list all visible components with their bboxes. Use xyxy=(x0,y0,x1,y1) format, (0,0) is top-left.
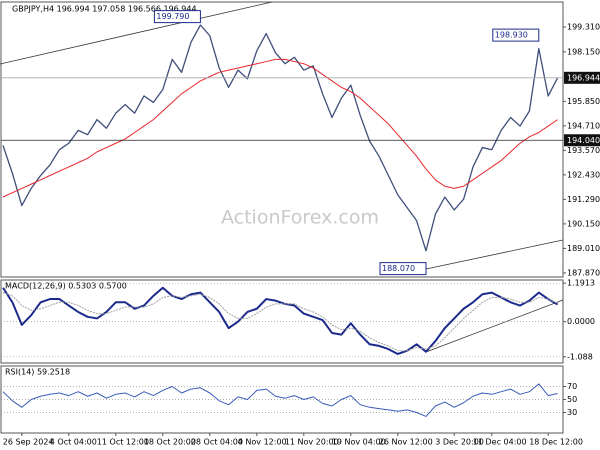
x-tick-label: 18 Dec 12:00 xyxy=(529,438,583,447)
macd-trendline xyxy=(425,299,564,353)
last-label: 196.944 xyxy=(567,73,600,82)
channel-upper xyxy=(0,1,273,65)
series-line xyxy=(2,58,558,198)
x-tick-label: 28 Oct 04:00 xyxy=(191,438,243,447)
y-tick-label: 194.710 xyxy=(567,121,600,130)
y-tick-label: 191.290 xyxy=(567,195,600,204)
level-label: 194.040 xyxy=(567,136,600,145)
x-tick-label: 26 Nov 12:00 xyxy=(379,438,433,447)
x-tick-label: 11 Oct 12:00 xyxy=(97,438,149,447)
y-tick-label: 70 xyxy=(567,382,577,391)
channel-lower xyxy=(425,239,564,270)
price-panel xyxy=(0,1,564,278)
callout-label: 198.930 xyxy=(495,31,528,40)
macd-title: MACD(12,26,9) 0.5303 0.5700 xyxy=(5,282,127,291)
series-line xyxy=(2,286,559,355)
y-tick-label: 50 xyxy=(567,395,577,404)
x-tick-label: 19 Nov 04:00 xyxy=(332,438,386,447)
level-box xyxy=(564,134,600,147)
rsi-title: RSI(14) 59.2518 xyxy=(5,368,70,377)
y-tick-label: 192.430 xyxy=(567,170,600,179)
x-tick-label: 11 Dec 04:00 xyxy=(473,438,527,447)
callout-box xyxy=(492,28,540,42)
callout-box xyxy=(153,10,201,24)
series-line xyxy=(2,24,559,252)
x-tick-label: 11 Nov 20:00 xyxy=(285,438,339,447)
y-tick-label: 199.310 xyxy=(567,22,600,31)
y-tick-label: -1.088 xyxy=(567,352,593,361)
y-tick-label: 198.150 xyxy=(567,47,600,56)
x-tick-label: 26 Sep 2024 xyxy=(3,438,54,447)
callout-label: 199.790 xyxy=(156,12,189,21)
x-tick-label: 4 Oct 04:00 xyxy=(50,438,97,447)
y-tick-label: 30 xyxy=(567,408,577,417)
callout-box xyxy=(379,262,427,276)
x-tick-label: 4 Nov 12:00 xyxy=(238,438,287,447)
y-tick-label: 187.870 xyxy=(567,268,600,277)
x-tick-label: 18 Oct 20:00 xyxy=(144,438,196,447)
callout-label: 188.070 xyxy=(382,264,415,273)
y-tick-label: 1.1913 xyxy=(567,279,595,288)
y-tick-label: 195.850 xyxy=(567,97,600,106)
y-tick-label: 193.570 xyxy=(567,146,600,155)
x-tick-label: 3 Dec 20:00 xyxy=(435,438,484,447)
series-line xyxy=(2,383,558,417)
y-tick-label: 190.150 xyxy=(567,219,600,228)
watermark: ActionForex.com xyxy=(221,207,379,229)
chart-title: GBPJPY,H4 196.994 197.058 196.566 196.94… xyxy=(12,5,197,14)
y-tick-label: 0.0000 xyxy=(567,317,595,326)
y-tick-label: 189.010 xyxy=(567,244,600,253)
last-box xyxy=(564,71,600,84)
